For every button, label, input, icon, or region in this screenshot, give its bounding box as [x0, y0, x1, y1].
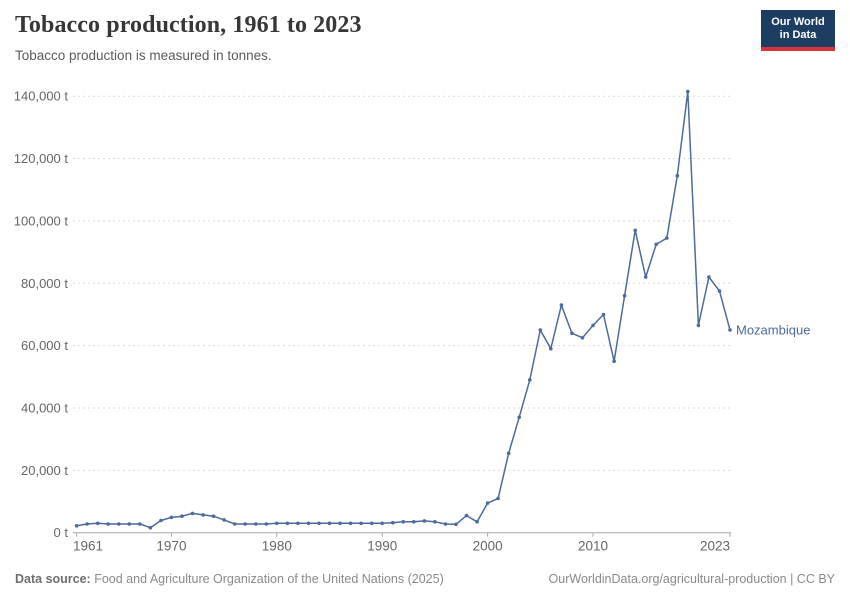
data-source-text: Food and Agriculture Organization of the…: [94, 572, 444, 586]
data-point[interactable]: [201, 513, 205, 517]
x-axis: 1961 1970 1980 1990 2000 2010 2023: [73, 532, 731, 554]
data-point[interactable]: [580, 336, 585, 340]
data-point[interactable]: [633, 228, 637, 233]
data-point[interactable]: [296, 521, 300, 526]
data-point[interactable]: [106, 522, 110, 526]
data-point[interactable]: [95, 521, 100, 526]
data-source-label: Data source:: [15, 572, 91, 586]
data-point[interactable]: [717, 289, 722, 293]
data-point[interactable]: [254, 522, 258, 526]
data-point[interactable]: [317, 521, 321, 526]
data-point[interactable]: [85, 522, 89, 526]
y-tick-label: 140,000 t: [14, 89, 69, 104]
y-tick-label: 120,000 t: [14, 151, 69, 166]
data-point[interactable]: [243, 522, 247, 526]
series-label-mozambique[interactable]: Mozambique: [736, 323, 810, 338]
data-point[interactable]: [169, 515, 174, 520]
x-tick-label: 2010: [578, 539, 608, 554]
data-point[interactable]: [222, 518, 226, 522]
data-point[interactable]: [622, 293, 627, 298]
data-point[interactable]: [728, 328, 732, 332]
data-point[interactable]: [643, 275, 648, 279]
y-tick-label: 60,000 t: [21, 338, 68, 353]
data-point[interactable]: [117, 522, 121, 526]
data-points: [74, 89, 732, 530]
chart-footer: Data source: Food and Agriculture Organi…: [15, 572, 835, 586]
data-point[interactable]: [138, 522, 142, 526]
data-point[interactable]: [433, 520, 437, 524]
y-tick-label: 20,000 t: [21, 463, 68, 478]
data-point[interactable]: [275, 521, 279, 526]
data-point[interactable]: [591, 323, 595, 328]
x-tick-label: 1961: [73, 539, 103, 554]
data-point[interactable]: [506, 451, 511, 456]
y-tick-label: 40,000 t: [21, 400, 68, 415]
x-tick-label: 2000: [473, 539, 503, 554]
y-gridlines: 0 t 20,000 t 40,000 t 60,000 t 80,000 t 100,0…: [14, 89, 731, 540]
data-point[interactable]: [211, 514, 216, 518]
y-tick-label: 80,000 t: [21, 276, 68, 291]
data-point[interactable]: [464, 513, 469, 518]
y-tick-label: 0 t: [54, 525, 69, 540]
data-point[interactable]: [612, 359, 616, 364]
data-point[interactable]: [485, 501, 490, 505]
data-point[interactable]: [570, 331, 574, 336]
data-source: Data source: Food and Agriculture Organi…: [15, 572, 444, 586]
owid-logo[interactable]: Our World in Data: [761, 10, 835, 51]
data-point[interactable]: [412, 520, 416, 524]
x-tick-label: 1990: [367, 539, 397, 554]
credit-line: OurWorldinData.org/agricultural-producti…: [548, 572, 835, 586]
logo-line1: Our World: [771, 16, 825, 28]
x-tick-label: 2023: [700, 539, 730, 554]
data-point[interactable]: [601, 312, 606, 317]
page-title: Tobacco production, 1961 to 2023: [15, 12, 362, 38]
data-point[interactable]: [496, 496, 500, 501]
data-point[interactable]: [338, 521, 342, 526]
data-point[interactable]: [190, 511, 195, 516]
data-point[interactable]: [654, 242, 658, 247]
chart-header: Tobacco production, 1961 to 2023 Tobacco…: [15, 12, 760, 63]
data-point[interactable]: [538, 328, 543, 332]
series-line-mozambique[interactable]: [75, 90, 731, 529]
data-point[interactable]: [475, 520, 479, 524]
data-point[interactable]: [369, 521, 374, 526]
data-point[interactable]: [549, 346, 553, 351]
data-point[interactable]: [74, 524, 79, 528]
x-tick-label: 1980: [262, 539, 292, 554]
x-tick-label: 1970: [156, 539, 186, 554]
data-point[interactable]: [180, 514, 184, 518]
data-point[interactable]: [264, 522, 269, 526]
data-point[interactable]: [148, 525, 153, 530]
y-tick-label: 100,000 t: [14, 213, 69, 228]
data-point[interactable]: [454, 522, 458, 527]
data-point[interactable]: [359, 521, 363, 526]
logo-line2: in Data: [779, 29, 817, 41]
data-point[interactable]: [528, 378, 532, 382]
data-point[interactable]: [391, 520, 395, 525]
data-point[interactable]: [401, 520, 406, 524]
data-point[interactable]: [159, 518, 163, 523]
data-point[interactable]: [707, 275, 711, 279]
data-point[interactable]: [696, 323, 701, 328]
data-point[interactable]: [380, 521, 385, 526]
data-point[interactable]: [348, 521, 353, 526]
data-point[interactable]: [665, 236, 669, 240]
page-subtitle: Tobacco production is measured in tonnes…: [15, 48, 272, 63]
data-point[interactable]: [675, 173, 680, 178]
data-point[interactable]: [443, 522, 448, 526]
data-point[interactable]: [422, 519, 427, 523]
data-point[interactable]: [232, 522, 237, 526]
data-point[interactable]: [559, 303, 564, 307]
data-point[interactable]: [686, 89, 690, 94]
data-point[interactable]: [517, 415, 521, 420]
data-point[interactable]: [285, 521, 290, 526]
data-point[interactable]: [306, 521, 311, 526]
data-point[interactable]: [127, 522, 132, 526]
data-point[interactable]: [327, 521, 332, 526]
